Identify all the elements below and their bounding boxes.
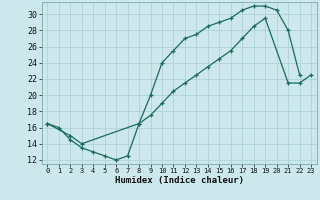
X-axis label: Humidex (Indice chaleur): Humidex (Indice chaleur) <box>115 176 244 185</box>
